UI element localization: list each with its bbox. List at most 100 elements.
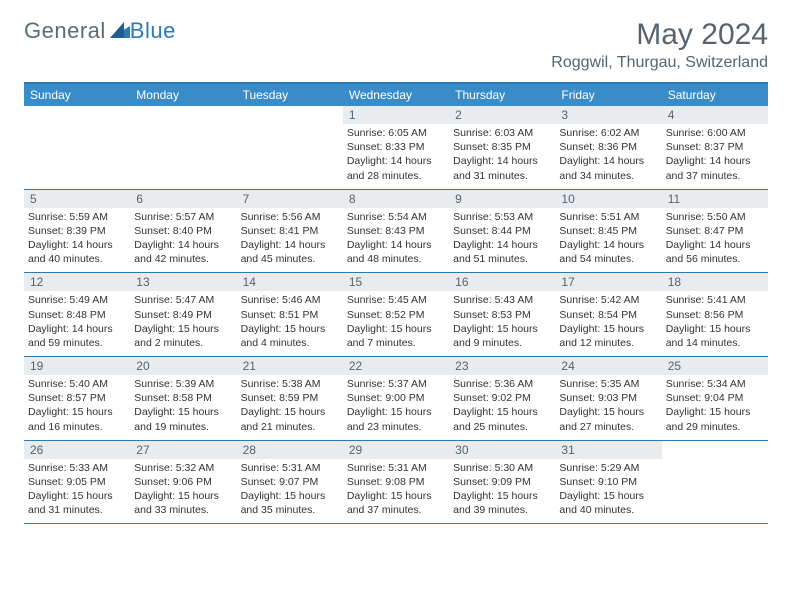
sunrise-text: Sunrise: 5:57 AM bbox=[134, 210, 232, 224]
daylight-text: Daylight: 15 hours and 25 minutes. bbox=[453, 405, 551, 433]
day-cell: 17Sunrise: 5:42 AMSunset: 8:54 PMDayligh… bbox=[555, 273, 661, 356]
day-info: Sunrise: 6:00 AMSunset: 8:37 PMDaylight:… bbox=[662, 124, 768, 183]
day-number: 7 bbox=[237, 190, 343, 208]
sunrise-text: Sunrise: 6:05 AM bbox=[347, 126, 445, 140]
day-number bbox=[24, 106, 130, 110]
sunset-text: Sunset: 9:00 PM bbox=[347, 391, 445, 405]
day-cell: 3Sunrise: 6:02 AMSunset: 8:36 PMDaylight… bbox=[555, 106, 661, 189]
daylight-text: Daylight: 14 hours and 31 minutes. bbox=[453, 154, 551, 182]
sunrise-text: Sunrise: 5:59 AM bbox=[28, 210, 126, 224]
day-cell: 1 Sunrise: 6:05 AMSunset: 8:33 PMDaylight… bbox=[343, 106, 449, 189]
day-info: Sunrise: 5:46 AMSunset: 8:51 PMDaylight:… bbox=[237, 291, 343, 350]
sunrise-text: Sunrise: 5:49 AM bbox=[28, 293, 126, 307]
sunrise-text: Sunrise: 5:47 AM bbox=[134, 293, 232, 307]
weeks-container: 1Sunrise: 6:05 AMSunset: 8:33 PMDaylight… bbox=[24, 106, 768, 524]
day-cell: 12Sunrise: 5:49 AMSunset: 8:48 PMDayligh… bbox=[24, 273, 130, 356]
day-cell: 8Sunrise: 5:54 AMSunset: 8:43 PMDaylight… bbox=[343, 190, 449, 273]
day-number: 14 bbox=[237, 273, 343, 291]
sunset-text: Sunset: 9:10 PM bbox=[559, 475, 657, 489]
day-number: 22 bbox=[343, 357, 449, 375]
month-title: May 2024 bbox=[551, 18, 768, 52]
daylight-text: Daylight: 14 hours and 40 minutes. bbox=[28, 238, 126, 266]
day-cell: 30Sunrise: 5:30 AMSunset: 9:09 PMDayligh… bbox=[449, 441, 555, 524]
day-cell: 21Sunrise: 5:38 AMSunset: 8:59 PMDayligh… bbox=[237, 357, 343, 440]
sunset-text: Sunset: 8:51 PM bbox=[241, 308, 339, 322]
daylight-text: Daylight: 15 hours and 4 minutes. bbox=[241, 322, 339, 350]
daylight-text: Daylight: 15 hours and 12 minutes. bbox=[559, 322, 657, 350]
day-number: 2 bbox=[449, 106, 555, 124]
day-info: Sunrise: 5:33 AMSunset: 9:05 PMDaylight:… bbox=[24, 459, 130, 518]
day-info: Sunrise: 5:31 AMSunset: 9:07 PMDaylight:… bbox=[237, 459, 343, 518]
day-info: Sunrise: 5:49 AMSunset: 8:48 PMDaylight:… bbox=[24, 291, 130, 350]
day-info: Sunrise: 5:36 AMSunset: 9:02 PMDaylight:… bbox=[449, 375, 555, 434]
location-text: Roggwil, Thurgau, Switzerland bbox=[551, 54, 768, 72]
day-number: 27 bbox=[130, 441, 236, 459]
sunset-text: Sunset: 8:33 PM bbox=[347, 140, 445, 154]
day-number bbox=[130, 106, 236, 110]
day-number: 21 bbox=[237, 357, 343, 375]
daylight-text: Daylight: 15 hours and 19 minutes. bbox=[134, 405, 232, 433]
sunset-text: Sunset: 8:37 PM bbox=[666, 140, 764, 154]
day-number: 5 bbox=[24, 190, 130, 208]
day-info: Sunrise: 5:59 AMSunset: 8:39 PMDaylight:… bbox=[24, 208, 130, 267]
day-number: 23 bbox=[449, 357, 555, 375]
sunset-text: Sunset: 8:45 PM bbox=[559, 224, 657, 238]
sunset-text: Sunset: 8:53 PM bbox=[453, 308, 551, 322]
daylight-text: Daylight: 14 hours and 42 minutes. bbox=[134, 238, 232, 266]
day-cell: 9Sunrise: 5:53 AMSunset: 8:44 PMDaylight… bbox=[449, 190, 555, 273]
sunset-text: Sunset: 8:56 PM bbox=[666, 308, 764, 322]
day-cell bbox=[237, 106, 343, 189]
daylight-text: Daylight: 15 hours and 23 minutes. bbox=[347, 405, 445, 433]
sunrise-text: Sunrise: 5:35 AM bbox=[559, 377, 657, 391]
daylight-text: Daylight: 15 hours and 39 minutes. bbox=[453, 489, 551, 517]
week-row: 19Sunrise: 5:40 AMSunset: 8:57 PMDayligh… bbox=[24, 357, 768, 441]
day-info: Sunrise: 5:47 AMSunset: 8:49 PMDaylight:… bbox=[130, 291, 236, 350]
day-cell: 27Sunrise: 5:32 AMSunset: 9:06 PMDayligh… bbox=[130, 441, 236, 524]
day-number: 15 bbox=[343, 273, 449, 291]
day-number: 24 bbox=[555, 357, 661, 375]
day-info: Sunrise: 5:54 AMSunset: 8:43 PMDaylight:… bbox=[343, 208, 449, 267]
sunset-text: Sunset: 9:02 PM bbox=[453, 391, 551, 405]
day-cell: 24Sunrise: 5:35 AMSunset: 9:03 PMDayligh… bbox=[555, 357, 661, 440]
sunset-text: Sunset: 8:40 PM bbox=[134, 224, 232, 238]
sunrise-text: Sunrise: 5:45 AM bbox=[347, 293, 445, 307]
day-cell: 20Sunrise: 5:39 AMSunset: 8:58 PMDayligh… bbox=[130, 357, 236, 440]
day-info: Sunrise: 5:35 AMSunset: 9:03 PMDaylight:… bbox=[555, 375, 661, 434]
day-header-fri: Friday bbox=[555, 84, 661, 106]
daylight-text: Daylight: 14 hours and 28 minutes. bbox=[347, 154, 445, 182]
day-cell: 7Sunrise: 5:56 AMSunset: 8:41 PMDaylight… bbox=[237, 190, 343, 273]
day-number: 9 bbox=[449, 190, 555, 208]
sunrise-text: Sunrise: 5:30 AM bbox=[453, 461, 551, 475]
logo-mark-icon bbox=[110, 18, 130, 44]
day-number: 6 bbox=[130, 190, 236, 208]
day-number: 1 bbox=[343, 106, 449, 124]
day-number: 20 bbox=[130, 357, 236, 375]
sunrise-text: Sunrise: 5:41 AM bbox=[666, 293, 764, 307]
sunrise-text: Sunrise: 6:00 AM bbox=[666, 126, 764, 140]
sunrise-text: Sunrise: 5:54 AM bbox=[347, 210, 445, 224]
day-cell: 13Sunrise: 5:47 AMSunset: 8:49 PMDayligh… bbox=[130, 273, 236, 356]
daylight-text: Daylight: 14 hours and 51 minutes. bbox=[453, 238, 551, 266]
day-info: Sunrise: 5:39 AMSunset: 8:58 PMDaylight:… bbox=[130, 375, 236, 434]
daylight-text: Daylight: 15 hours and 9 minutes. bbox=[453, 322, 551, 350]
day-cell: 14Sunrise: 5:46 AMSunset: 8:51 PMDayligh… bbox=[237, 273, 343, 356]
sunrise-text: Sunrise: 5:37 AM bbox=[347, 377, 445, 391]
day-info: Sunrise: 5:31 AMSunset: 9:08 PMDaylight:… bbox=[343, 459, 449, 518]
calendar: Sunday Monday Tuesday Wednesday Thursday… bbox=[24, 82, 768, 524]
day-number: 30 bbox=[449, 441, 555, 459]
sunrise-text: Sunrise: 6:02 AM bbox=[559, 126, 657, 140]
daylight-text: Daylight: 15 hours and 31 minutes. bbox=[28, 489, 126, 517]
day-info: Sunrise: 5:57 AMSunset: 8:40 PMDaylight:… bbox=[130, 208, 236, 267]
sunset-text: Sunset: 8:49 PM bbox=[134, 308, 232, 322]
day-info: Sunrise: 5:56 AMSunset: 8:41 PMDaylight:… bbox=[237, 208, 343, 267]
week-row: 1Sunrise: 6:05 AMSunset: 8:33 PMDaylight… bbox=[24, 106, 768, 190]
day-number: 10 bbox=[555, 190, 661, 208]
daylight-text: Daylight: 15 hours and 7 minutes. bbox=[347, 322, 445, 350]
day-number: 3 bbox=[555, 106, 661, 124]
daylight-text: Daylight: 15 hours and 14 minutes. bbox=[666, 322, 764, 350]
sunrise-text: Sunrise: 5:39 AM bbox=[134, 377, 232, 391]
day-info: Sunrise: 5:34 AMSunset: 9:04 PMDaylight:… bbox=[662, 375, 768, 434]
sunset-text: Sunset: 9:05 PM bbox=[28, 475, 126, 489]
week-row: 5Sunrise: 5:59 AMSunset: 8:39 PMDaylight… bbox=[24, 190, 768, 274]
sunrise-text: Sunrise: 5:31 AM bbox=[347, 461, 445, 475]
